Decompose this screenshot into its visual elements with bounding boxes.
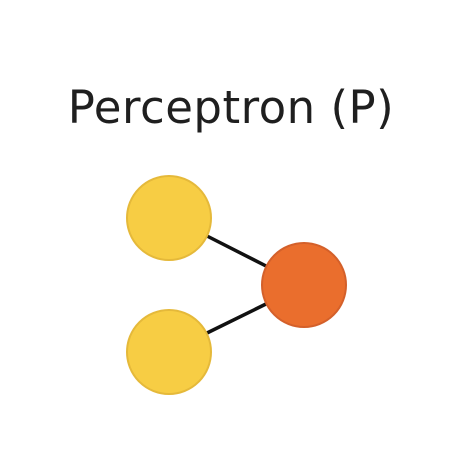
input-node-2 xyxy=(126,309,212,395)
edge-input-1-to-output xyxy=(205,234,270,269)
output-node xyxy=(261,242,347,328)
input-node-1 xyxy=(126,175,212,261)
edge-input-2-to-output xyxy=(205,301,270,335)
diagram-title: Perceptron (P) xyxy=(67,81,395,134)
